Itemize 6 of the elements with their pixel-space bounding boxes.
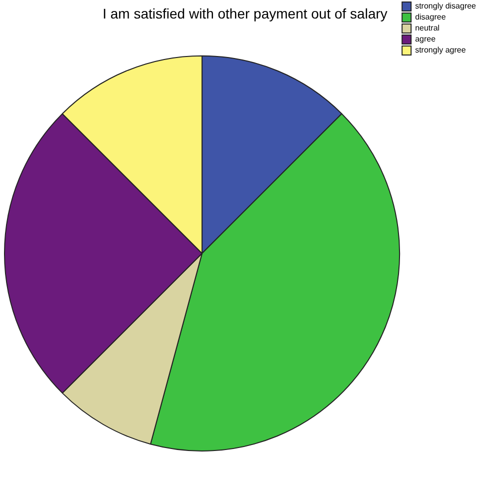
- legend-label: neutral: [415, 24, 440, 33]
- legend-label: disagree: [415, 12, 446, 22]
- legend-label: strongly disagree: [415, 2, 477, 11]
- legend-label: strongly agree: [415, 46, 466, 55]
- legend-label: agree: [415, 34, 436, 44]
- chart-title: I am satisfied with other payment out of salary: [102, 5, 388, 22]
